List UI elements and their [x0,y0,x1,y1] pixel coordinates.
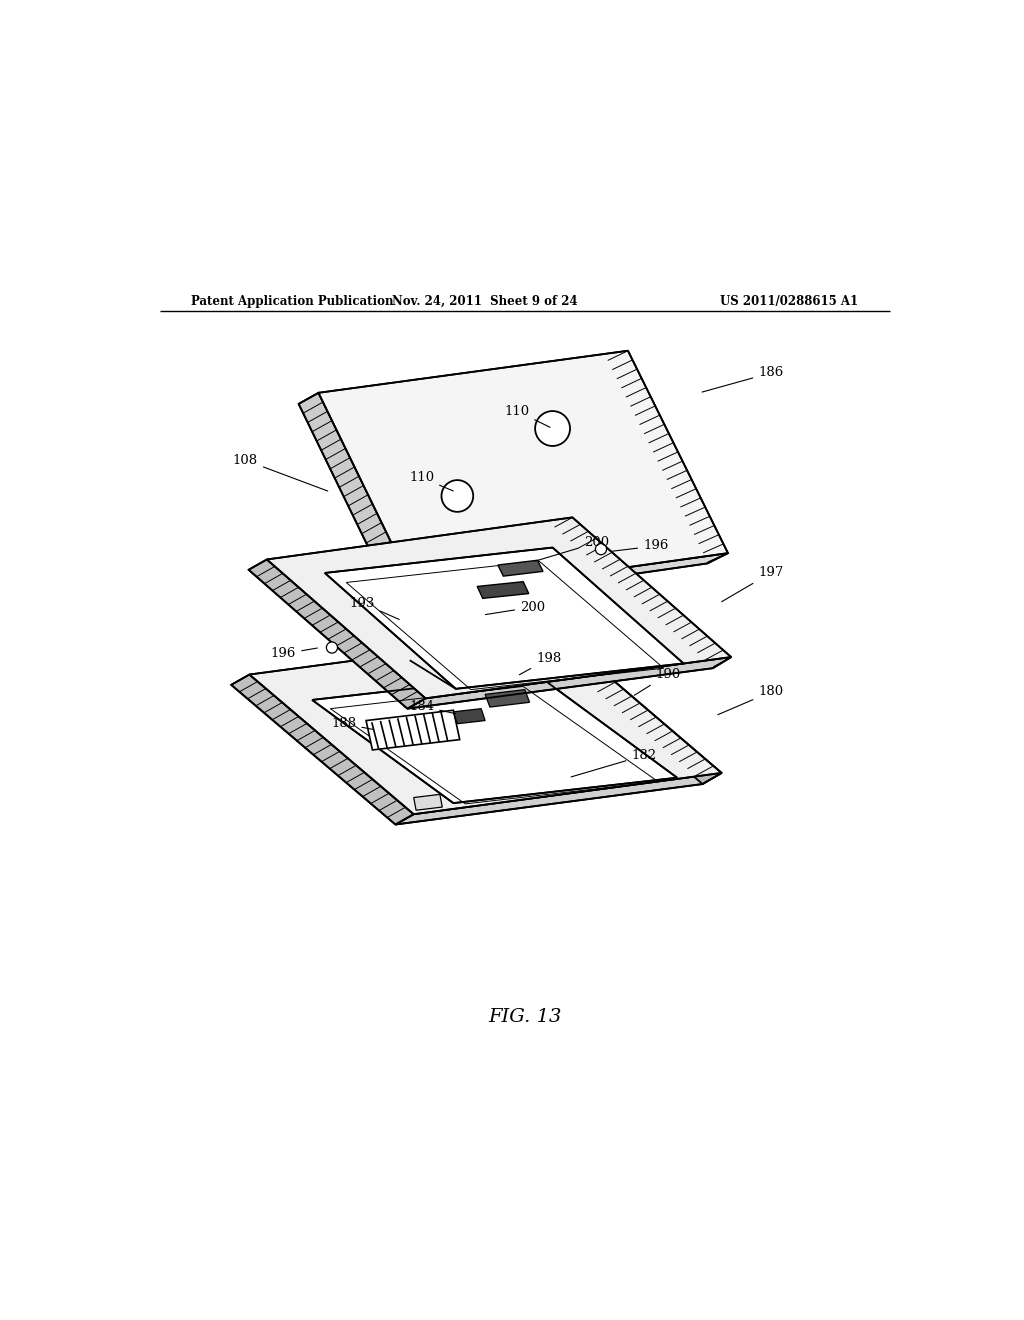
Text: Patent Application Publication: Patent Application Publication [191,296,394,308]
Text: Nov. 24, 2011  Sheet 9 of 24: Nov. 24, 2011 Sheet 9 of 24 [392,296,578,308]
Polygon shape [485,689,529,708]
Polygon shape [414,795,442,810]
Text: US 2011/0288615 A1: US 2011/0288615 A1 [720,296,858,308]
Text: 110: 110 [504,404,550,428]
Polygon shape [454,709,485,723]
Text: FIG. 13: FIG. 13 [488,1008,561,1027]
Polygon shape [367,710,460,750]
Circle shape [536,411,570,446]
Text: 108: 108 [232,454,328,491]
Polygon shape [395,774,722,825]
Polygon shape [299,393,418,609]
Text: 196: 196 [612,540,669,553]
Text: 200: 200 [485,601,546,615]
Text: 190: 190 [634,668,680,696]
Polygon shape [250,634,722,814]
Text: 188: 188 [332,717,374,730]
Polygon shape [408,657,731,709]
Text: 200: 200 [536,536,609,561]
Polygon shape [539,634,722,784]
Text: 198: 198 [519,652,561,675]
Polygon shape [249,560,426,709]
Text: 196: 196 [271,647,317,660]
Text: 186: 186 [702,367,783,392]
Text: 193: 193 [349,597,399,619]
Text: 197: 197 [722,566,783,602]
Polygon shape [267,517,731,698]
Polygon shape [231,675,414,825]
Circle shape [327,642,338,653]
Text: 182: 182 [571,748,656,777]
Polygon shape [325,548,684,689]
Circle shape [441,480,473,512]
Circle shape [595,544,606,554]
Text: 110: 110 [409,471,454,491]
Polygon shape [318,351,728,597]
Polygon shape [477,582,528,598]
Text: 180: 180 [718,685,783,714]
Polygon shape [312,675,677,803]
Polygon shape [397,553,728,609]
Text: 184: 184 [409,700,456,714]
Polygon shape [498,560,543,576]
